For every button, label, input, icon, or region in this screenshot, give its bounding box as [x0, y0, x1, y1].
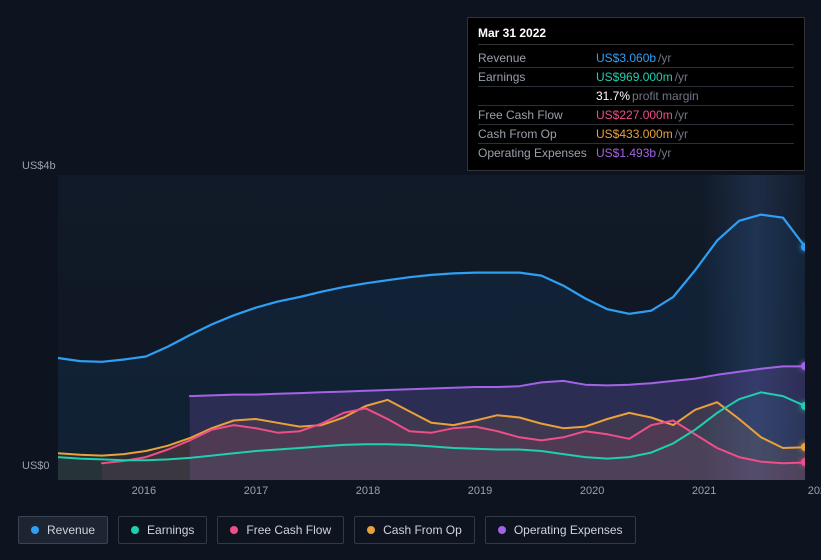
y-axis-max-label: US$4b	[22, 160, 56, 172]
tooltip-row-value: 31.7%	[596, 89, 630, 103]
tooltip-row-label: Operating Expenses	[478, 146, 596, 160]
tooltip-row: Free Cash FlowUS$227.000m /yr	[478, 106, 794, 125]
legend-dot	[498, 526, 506, 534]
tooltip-row-unit: /yr	[658, 51, 671, 65]
tooltip-row-label: Revenue	[478, 51, 596, 65]
x-axis-label: 2016	[132, 485, 156, 497]
tooltip-row-label: Cash From Op	[478, 127, 596, 141]
x-axis-label: 2022	[808, 485, 821, 497]
tooltip-row-value: US$1.493b	[596, 146, 656, 160]
x-axis-label: 2017	[244, 485, 268, 497]
legend-dot	[230, 526, 238, 534]
legend-item-operating-expenses[interactable]: Operating Expenses	[485, 516, 636, 544]
tooltip-row-value: US$969.000m	[596, 70, 673, 84]
legend-item-revenue[interactable]: Revenue	[18, 516, 108, 544]
tooltip-row-unit: /yr	[658, 146, 671, 160]
legend-dot	[31, 526, 39, 534]
legend-label: Cash From Op	[383, 523, 462, 537]
tooltip-row-label: Earnings	[478, 70, 596, 84]
chart-lines	[58, 175, 805, 480]
legend: Revenue Earnings Free Cash Flow Cash From O…	[18, 516, 636, 544]
tooltip-row: EarningsUS$969.000m /yr	[478, 68, 794, 87]
tooltip-row: 31.7% profit margin	[478, 87, 794, 106]
chart-canvas[interactable]	[58, 175, 805, 480]
tooltip-row-value: US$227.000m	[596, 108, 673, 122]
tooltip-row-unit: /yr	[675, 108, 688, 122]
legend-label: Free Cash Flow	[246, 523, 331, 537]
series-end-dot	[801, 243, 805, 251]
x-axis: 2016201720182019202020212022	[58, 485, 805, 499]
tooltip-row-value: US$433.000m	[596, 127, 673, 141]
legend-item-free-cash-flow[interactable]: Free Cash Flow	[217, 516, 344, 544]
legend-item-earnings[interactable]: Earnings	[118, 516, 207, 544]
legend-label: Revenue	[47, 523, 95, 537]
legend-dot	[131, 526, 139, 534]
tooltip-date: Mar 31 2022	[478, 26, 794, 45]
tooltip-row-unit: /yr	[675, 70, 688, 84]
legend-label: Operating Expenses	[514, 523, 623, 537]
series-end-dot	[801, 402, 805, 410]
legend-item-cash-from-op[interactable]: Cash From Op	[354, 516, 475, 544]
legend-label: Earnings	[147, 523, 194, 537]
series-end-dot	[801, 362, 805, 370]
series-end-dot	[801, 443, 805, 451]
series-end-dot	[801, 458, 805, 466]
tooltip-row: RevenueUS$3.060b /yr	[478, 49, 794, 68]
hover-tooltip: Mar 31 2022 RevenueUS$3.060b /yrEarnings…	[467, 17, 805, 171]
legend-dot	[367, 526, 375, 534]
chart-area[interactable]	[18, 175, 805, 480]
tooltip-row-unit: profit margin	[632, 89, 699, 103]
tooltip-row-value: US$3.060b	[596, 51, 656, 65]
x-axis-label: 2019	[468, 485, 492, 497]
tooltip-row: Operating ExpensesUS$1.493b /yr	[478, 144, 794, 162]
x-axis-label: 2021	[692, 485, 716, 497]
tooltip-row-unit: /yr	[675, 127, 688, 141]
x-axis-label: 2020	[580, 485, 604, 497]
x-axis-label: 2018	[356, 485, 380, 497]
tooltip-row-label: Free Cash Flow	[478, 108, 596, 122]
tooltip-row: Cash From OpUS$433.000m /yr	[478, 125, 794, 144]
